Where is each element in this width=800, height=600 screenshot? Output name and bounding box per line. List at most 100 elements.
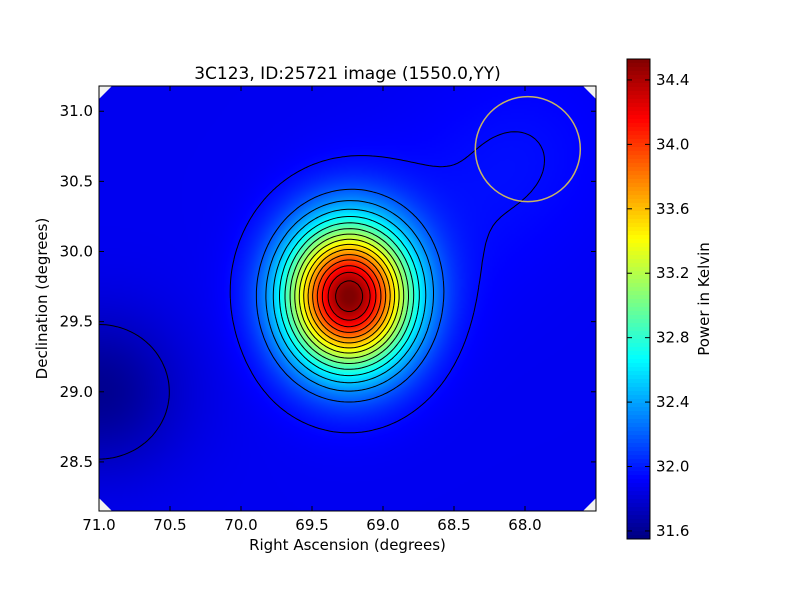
colorbar-segment [627,115,650,120]
colorbar-segment [627,263,650,268]
colorbar-segment [627,487,650,492]
contour-line [99,324,170,460]
colorbar-segment [627,331,650,336]
colorbar-tick-label: 32.8 [656,329,689,347]
colorbar-tick-label: 32.0 [656,458,689,476]
colorbar-segment [627,379,650,384]
colorbar-segment [627,327,650,332]
colorbar-segment [627,431,650,436]
colorbar-segment [627,155,650,160]
beam-circle [474,95,582,203]
y-tick-label: 31.0 [60,102,93,120]
colorbar-segment [627,423,650,428]
colorbar-segment [627,447,650,452]
colorbar-tick-label: 31.6 [656,522,689,540]
colorbar-segment [627,71,650,76]
colorbar-segment [627,527,650,532]
colorbar-segment [627,411,650,416]
contour-line [279,216,420,377]
colorbar-segment [627,227,650,232]
colorbar-segment [627,419,650,424]
colorbar-segment [627,359,650,364]
colorbar-segment [627,279,650,284]
colorbar-segment [627,143,650,148]
colorbar-segment [627,495,650,500]
colorbar-segment [627,343,650,348]
contour-lines [99,131,545,460]
colorbar-segment [627,435,650,440]
colorbar-segment [627,191,650,196]
colorbar-segment [627,291,650,296]
colorbar-segment [627,535,650,539]
colorbar-segment [627,239,650,244]
contour-line [303,243,396,349]
contour-line [335,280,364,312]
colorbar-segment [627,179,650,184]
colorbar-segment [627,171,650,176]
colorbar-segment [627,203,650,208]
colorbar-segment [627,511,650,516]
colorbar-tick-label: 34.0 [656,135,689,153]
colorbar-segment [627,243,650,248]
x-axis-ticks: 71.0 70.5 70.0 69.5 69.0 68.5 68.0 [82,86,542,534]
colorbar-segment [627,383,650,388]
colorbar-label: Power in Kelvin [695,242,713,356]
colorbar-segment [627,319,650,324]
colorbar-segment [627,395,650,400]
colorbar-segment [627,123,650,128]
colorbar-segment [627,135,650,140]
colorbar-segment [627,415,650,420]
colorbar-segment [627,247,650,252]
contour-line [321,265,377,328]
x-tick-label: 70.5 [153,516,186,534]
colorbar-segment [627,307,650,312]
colorbar-segment [627,323,650,328]
colorbar-segment [627,347,650,352]
colorbar-tick-label: 34.4 [656,71,689,89]
y-axis-ticks: 28.5 29.0 29.5 30.0 30.5 31.0 [60,102,596,471]
colorbar-segment [627,139,650,144]
colorbar-segment [627,355,650,360]
colorbar-segment [627,183,650,188]
colorbar-segment [627,403,650,408]
colorbar-segment [627,159,650,164]
colorbar-segment [627,231,650,236]
colorbar-segment [627,103,650,108]
colorbar-segment [627,475,650,480]
colorbar-segment [627,63,650,68]
colorbar-segment [627,223,650,228]
colorbar-segment [627,407,650,412]
colorbar-segment [627,399,650,404]
colorbar-segment [627,463,650,468]
colorbar-segment [627,351,650,356]
contour-line [229,131,545,434]
colorbar-segment [627,531,650,536]
contour-line [327,271,371,321]
colorbar-segment [627,99,650,104]
colorbar-segment [627,267,650,272]
colorbar-segment [627,523,650,528]
contour-line [265,200,434,392]
colorbar-segment [627,211,650,216]
colorbar-segment [627,175,650,180]
colorbar-segment [627,167,650,172]
colorbar-segment [627,271,650,276]
colorbar-segment [627,491,650,496]
contour-line [294,233,405,359]
chart-title: 3C123, ID:25721 image (1550.0,YY) [194,64,501,84]
colorbar-ticks: 31.6 32.0 32.4 32.8 33.2 33.6 34.0 34.4 [627,71,689,540]
colorbar-segment [627,187,650,192]
colorbar-segment [627,283,650,288]
colorbar-segment [627,79,650,84]
colorbar-segment [627,335,650,340]
colorbar-segment [627,443,650,448]
colorbar-segment [627,339,650,344]
colorbar-frame [626,58,651,540]
colorbar-segment [627,107,650,112]
colorbar-segment [627,451,650,456]
colorbar-segment [627,235,650,240]
colorbar-segment [627,219,650,224]
colorbar-segment [627,507,650,512]
intensity-map [99,86,596,511]
